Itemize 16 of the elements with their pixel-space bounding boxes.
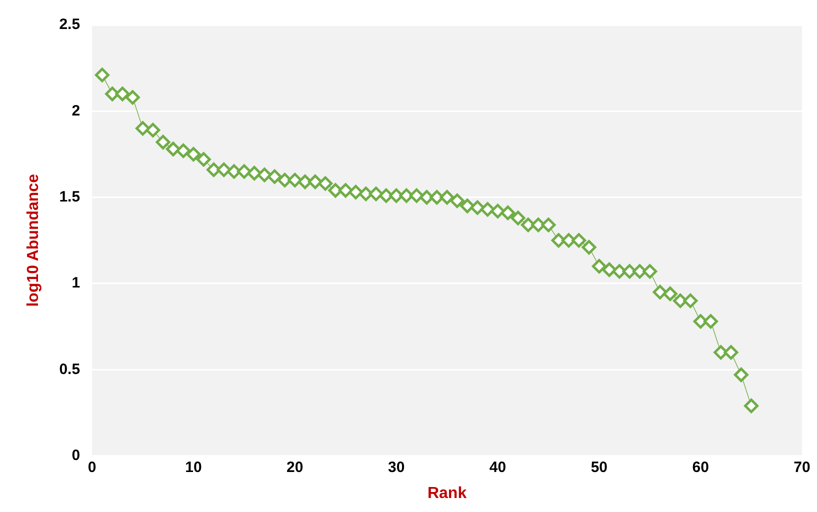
y-axis-title: log10 Abundance [25,174,42,307]
x-tick-label: 10 [185,458,202,476]
y-tick-label: 2 [72,102,80,120]
x-tick-label: 0 [88,458,96,476]
x-tick-label: 20 [286,458,304,476]
y-tick-label: 0 [72,446,80,464]
y-tick-label: 0.5 [59,360,80,378]
x-tick-label: 50 [590,458,608,476]
y-tick-label: 2.5 [59,16,80,34]
x-tick-label: 30 [388,458,405,476]
x-tick-label: 70 [794,458,810,476]
y-tick-label: 1.5 [59,188,80,206]
x-axis-title: Rank [427,484,467,502]
y-tick-label: 1 [72,274,80,292]
x-tick-label: 40 [489,458,506,476]
x-tick-label: 60 [692,458,709,476]
